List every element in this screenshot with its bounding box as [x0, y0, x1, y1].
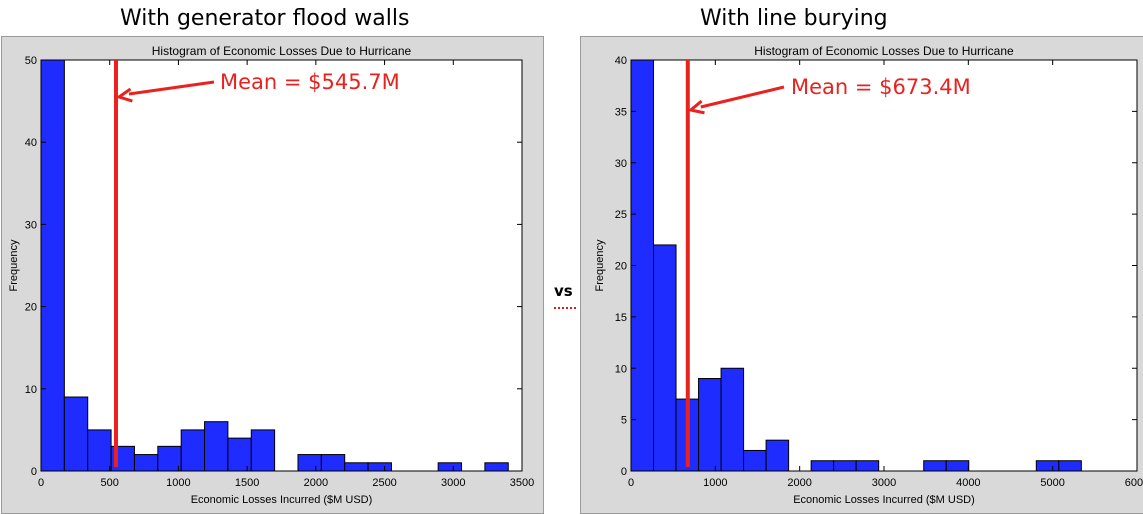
- histogram-bar: [765, 439, 790, 472]
- mean-arrow-shaft: [128, 80, 215, 96]
- histogram-bar: [1035, 460, 1060, 472]
- x-tick-label: 1000: [703, 477, 727, 489]
- x-tick-label: 2000: [787, 477, 811, 489]
- y-tick-label: 50: [25, 55, 37, 67]
- mean-arrow-head: [687, 99, 705, 115]
- y-tick-label: 0: [621, 466, 627, 478]
- histogram-bar: [297, 454, 322, 472]
- histogram-bar: [320, 454, 346, 472]
- y-tick-label: 30: [615, 158, 627, 170]
- histogram-bar: [484, 462, 509, 472]
- histogram-bar: [810, 460, 835, 472]
- histogram-bar: [367, 462, 392, 472]
- histogram-bar: [133, 454, 159, 472]
- y-tick-label: 40: [25, 137, 37, 149]
- x-tick-label: 2500: [372, 477, 396, 489]
- histogram-bar: [653, 244, 677, 472]
- y-tick-label: 40: [615, 55, 627, 67]
- histogram-bar: [833, 460, 857, 472]
- histogram-bar: [180, 429, 206, 472]
- x-tick-label: 1500: [235, 477, 259, 489]
- histogram-bar: [63, 396, 89, 472]
- left-histogram-chart: 0 500 1000 1500 2000 2500 3000 3500 0 10 20 30 40 50 H…: [8, 44, 534, 506]
- y-axis-label: Frequency: [594, 239, 606, 291]
- histogram-bar: [437, 462, 463, 472]
- x-tick-label: 3000: [441, 477, 465, 489]
- histogram-bar: [1058, 460, 1082, 472]
- y-tick-label: 0: [31, 466, 37, 478]
- plot-area: [40, 59, 523, 472]
- spellcheck-underline: [554, 303, 576, 309]
- mean-annotation: Mean = $673.4M: [791, 75, 971, 99]
- histogram-bar: [720, 367, 745, 472]
- y-tick-label: 20: [615, 261, 627, 273]
- y-tick-label: 10: [615, 363, 627, 375]
- x-tick-label: 0: [38, 477, 44, 489]
- histogram-bar: [743, 449, 767, 472]
- left-scenario-title: With generator flood walls: [120, 6, 410, 31]
- x-tick-label: 2000: [304, 477, 328, 489]
- chart-title: Histogram of Economic Losses Due to Hurr…: [754, 44, 1014, 58]
- histogram-bar: [250, 429, 276, 472]
- y-tick-label: 15: [615, 312, 627, 324]
- histogram-bar: [204, 421, 229, 472]
- mean-arrow-shaft: [700, 85, 785, 109]
- x-tick-label: 3000: [872, 477, 896, 489]
- x-tick-label: 3500: [510, 477, 534, 489]
- left-histogram-panel: 0 500 1000 1500 2000 2500 3000 3500 0 10 20 30 40 50 H…: [1, 36, 544, 514]
- y-tick-label: 25: [615, 209, 627, 221]
- x-axis-label: Economic Losses Incurred ($M USD): [191, 494, 373, 506]
- y-tick-label: 5: [621, 415, 627, 427]
- right-scenario-title: With line burying: [700, 6, 888, 31]
- histogram-bar: [855, 460, 880, 472]
- x-tick-label: 5000: [1040, 477, 1064, 489]
- y-axis-label: Frequency: [8, 239, 20, 291]
- mean-arrow-head: [115, 87, 133, 103]
- y-tick-label: 30: [25, 219, 37, 231]
- x-tick-label: 4000: [956, 477, 980, 489]
- vs-label: vs: [554, 282, 573, 300]
- histogram-bar: [698, 378, 722, 472]
- x-tick-label: 500: [101, 477, 119, 489]
- histogram-bar: [344, 462, 369, 472]
- y-tick-label: 20: [25, 302, 37, 314]
- histogram-bar: [227, 437, 252, 472]
- chart-title: Histogram of Economic Losses Due to Hurr…: [152, 44, 412, 58]
- mean-annotation: Mean = $545.7M: [220, 70, 400, 94]
- y-tick-label: 10: [25, 384, 37, 396]
- x-axis-label: Economic Losses Incurred ($M USD): [793, 494, 975, 506]
- histogram-bar: [945, 460, 970, 472]
- y-tick-label: 35: [615, 106, 627, 118]
- histogram-bar: [40, 59, 65, 472]
- histogram-bar: [157, 445, 182, 472]
- x-tick-label: 1000: [166, 477, 190, 489]
- histogram-bar: [87, 429, 112, 472]
- x-tick-label: 0: [628, 477, 634, 489]
- histogram-bar: [923, 460, 947, 472]
